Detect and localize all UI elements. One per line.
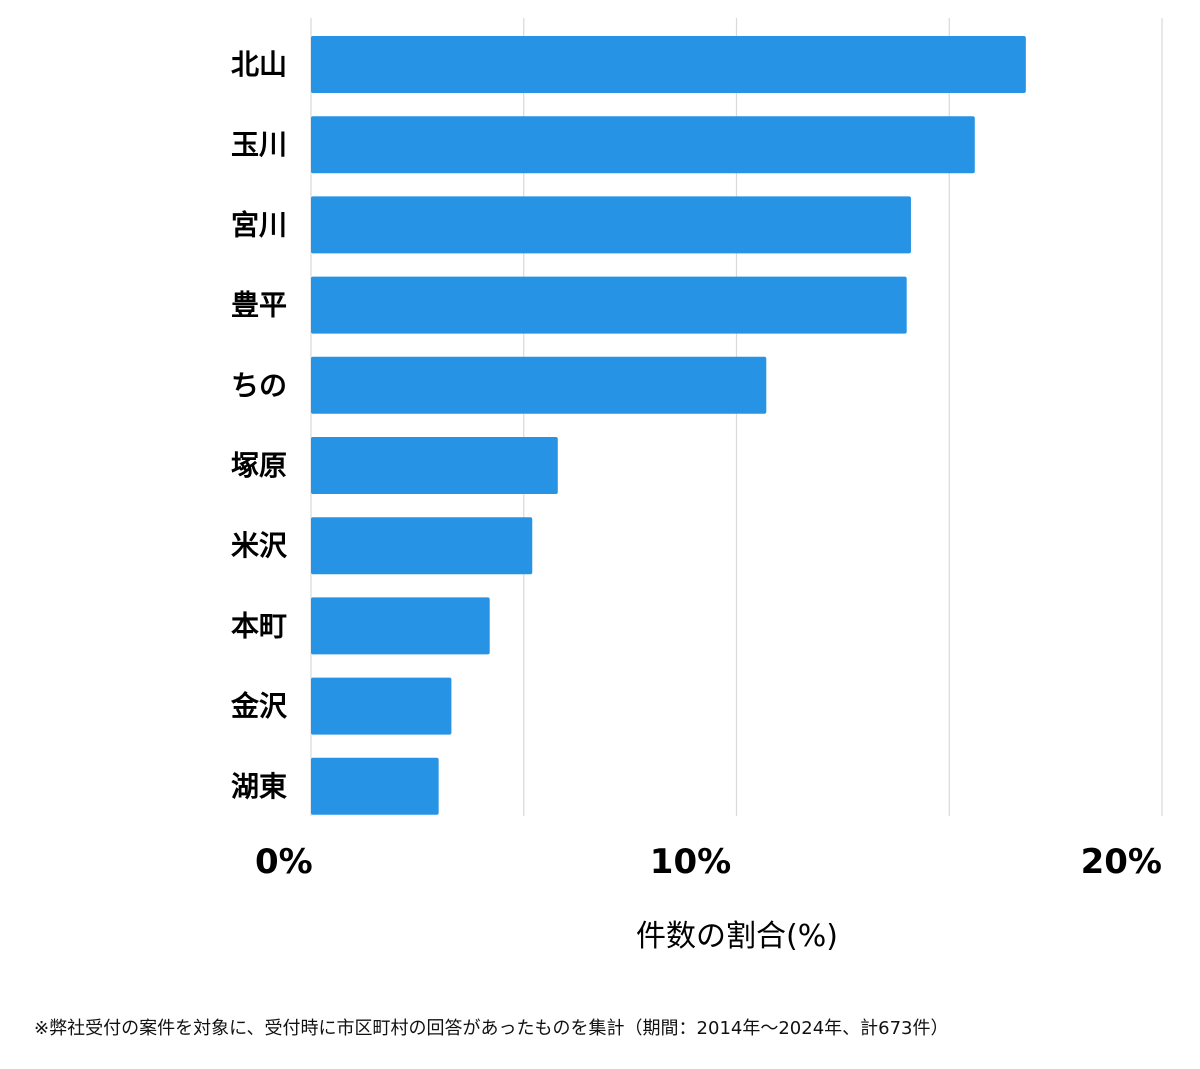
bar-10 — [311, 757, 439, 815]
bar-6 — [311, 437, 558, 494]
bar-7 — [311, 517, 533, 575]
bar-8 — [311, 597, 490, 655]
x-axis-title: 件数の割合(%) — [636, 919, 838, 954]
bar-3 — [311, 196, 911, 254]
bar-5 — [311, 356, 767, 414]
footnote: ※弊社受付の案件を対象に、受付時に市区町村の回答があったものを集計（期間：201… — [34, 1018, 949, 1039]
category-label: 宮川 — [231, 208, 287, 241]
category-label: 米沢 — [231, 529, 288, 562]
category-label: 豊平 — [231, 289, 287, 322]
bars — [311, 36, 1026, 815]
x-tick-labels: 0% 10% 20% — [255, 842, 1162, 882]
bar-1 — [311, 36, 1026, 93]
category-label: 金沢 — [230, 690, 288, 723]
bar-2 — [311, 116, 975, 174]
x-tick-label: 20% — [1081, 842, 1162, 882]
x-tick-label: 0% — [255, 842, 313, 882]
x-tick-label: 10% — [650, 842, 731, 882]
category-label: 塚原 — [231, 449, 287, 482]
category-label: 玉川 — [231, 128, 287, 161]
category-label: 湖東 — [231, 770, 287, 803]
category-label: 本町 — [231, 609, 287, 642]
bar-9 — [311, 677, 452, 735]
category-label: 北山 — [231, 48, 287, 81]
bar-4 — [311, 276, 907, 334]
category-label: ちの — [231, 369, 287, 402]
